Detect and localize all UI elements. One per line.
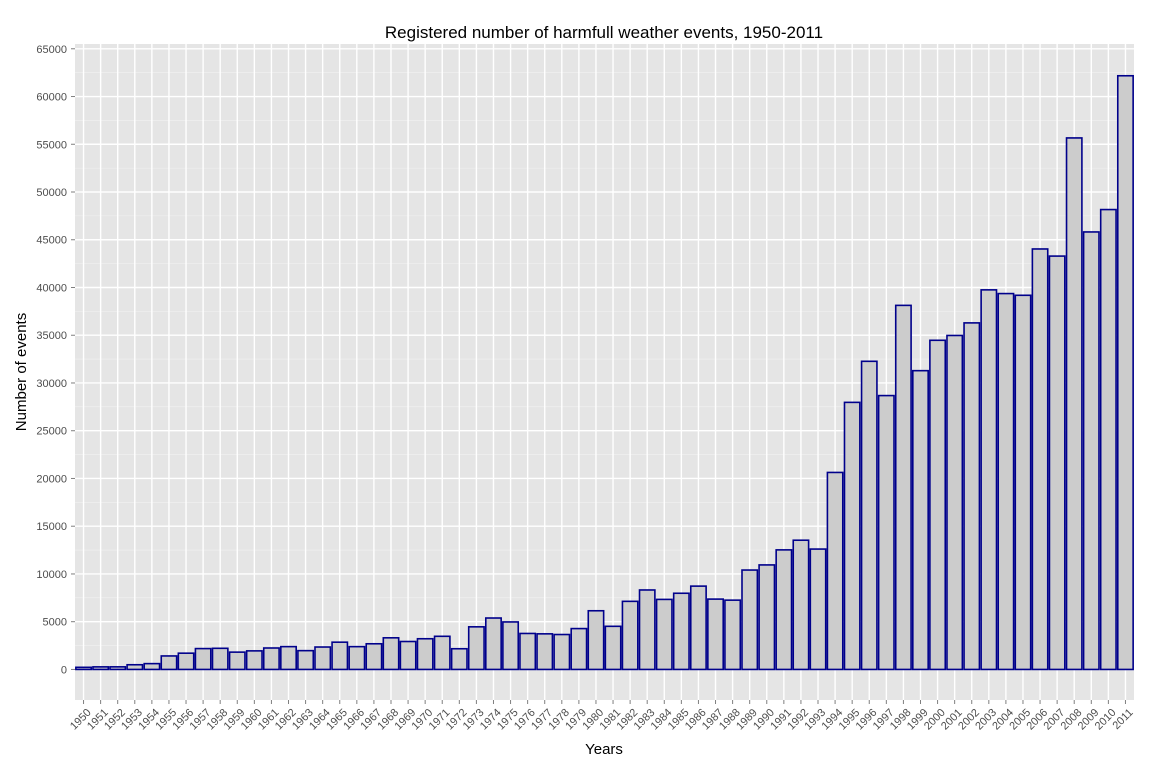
bar-1971 xyxy=(433,635,451,671)
bar-1979 xyxy=(570,627,588,671)
bar-1994 xyxy=(826,471,844,671)
y-tick-label: 5000 xyxy=(43,617,67,629)
bar-1985 xyxy=(672,592,690,671)
y-tick-label: 65000 xyxy=(36,44,67,56)
bar-1976 xyxy=(519,632,537,671)
bar-1972 xyxy=(450,647,468,671)
bar-1966 xyxy=(348,645,366,671)
bar-1984 xyxy=(655,598,673,671)
bar-2004 xyxy=(997,292,1015,671)
y-tick-label: 25000 xyxy=(36,426,67,438)
bar-1977 xyxy=(536,633,554,671)
y-tick-label: 15000 xyxy=(36,521,67,533)
x-axis-title: Years xyxy=(585,741,623,758)
bar-1974 xyxy=(484,617,502,671)
bar-1995 xyxy=(843,401,861,671)
bar-1964 xyxy=(314,646,332,671)
bar-1973 xyxy=(467,626,485,671)
bar-1957 xyxy=(194,647,212,671)
bar-1987 xyxy=(707,598,725,671)
bar-1970 xyxy=(416,637,434,671)
bar-2005 xyxy=(1014,294,1032,671)
bar-2007 xyxy=(1048,255,1066,671)
bar-2009 xyxy=(1082,231,1100,671)
x-tick-label: 2011 xyxy=(1110,707,1135,732)
bar-2006 xyxy=(1031,248,1049,671)
bar-2008 xyxy=(1065,137,1083,671)
y-axis-title: Number of events xyxy=(13,313,30,431)
bar-1975 xyxy=(502,621,520,671)
y-tick-label: 50000 xyxy=(36,187,67,199)
chart-title: Registered number of harmfull weather ev… xyxy=(385,23,823,42)
bar-1978 xyxy=(553,633,571,671)
y-tick-label: 55000 xyxy=(36,139,67,151)
bar-1981 xyxy=(604,625,622,671)
bar-1993 xyxy=(809,548,827,671)
bar-1967 xyxy=(365,642,383,671)
bar-1954 xyxy=(143,662,161,671)
bar-1986 xyxy=(689,585,707,671)
x-axis-ticks: 1950195119521953195419551956195719581959… xyxy=(68,700,1136,733)
y-tick-label: 60000 xyxy=(36,92,67,104)
bar-1961 xyxy=(262,647,280,671)
bar-1980 xyxy=(587,609,605,671)
bar-1982 xyxy=(621,600,639,671)
y-tick-label: 30000 xyxy=(36,378,67,390)
bar-2001 xyxy=(946,334,964,671)
bar-1989 xyxy=(741,569,759,671)
bar-1962 xyxy=(280,645,297,671)
bar-1960 xyxy=(245,650,263,671)
bar-1990 xyxy=(758,564,776,671)
bar-2000 xyxy=(929,339,947,671)
bar-2010 xyxy=(1099,208,1117,671)
bar-1996 xyxy=(860,360,878,671)
bar-1958 xyxy=(211,647,229,671)
bar-1983 xyxy=(638,589,656,671)
bar-2003 xyxy=(980,289,998,671)
bar-1952 xyxy=(109,666,127,671)
bar-1997 xyxy=(877,394,895,671)
y-tick-label: 20000 xyxy=(36,473,67,485)
bar-2011 xyxy=(1116,74,1134,671)
bar-1991 xyxy=(775,549,793,671)
y-tick-label: 35000 xyxy=(36,330,67,342)
y-tick-label: 10000 xyxy=(36,569,67,581)
y-tick-label: 40000 xyxy=(36,282,67,294)
bar-1955 xyxy=(160,655,178,671)
bar-1969 xyxy=(399,640,417,671)
bar-1963 xyxy=(297,649,315,671)
bar-1956 xyxy=(177,652,195,671)
bar-1953 xyxy=(126,663,144,671)
y-tick-label: 0 xyxy=(61,664,67,676)
bar-1998 xyxy=(894,304,912,671)
bar-1968 xyxy=(382,637,400,671)
bar-2002 xyxy=(963,322,981,671)
bar-1992 xyxy=(792,539,810,671)
bar-1988 xyxy=(724,599,742,671)
bars xyxy=(75,74,1134,671)
bar-1950 xyxy=(75,666,93,671)
bar-1951 xyxy=(92,666,110,671)
y-axis-ticks: 0 5000 10000 15000 20000 25000 30000 35000 40000… xyxy=(36,44,75,676)
bar-1999 xyxy=(912,369,929,671)
bar-1959 xyxy=(228,651,246,671)
y-tick-label: 45000 xyxy=(36,235,67,247)
bar-1965 xyxy=(331,641,349,671)
